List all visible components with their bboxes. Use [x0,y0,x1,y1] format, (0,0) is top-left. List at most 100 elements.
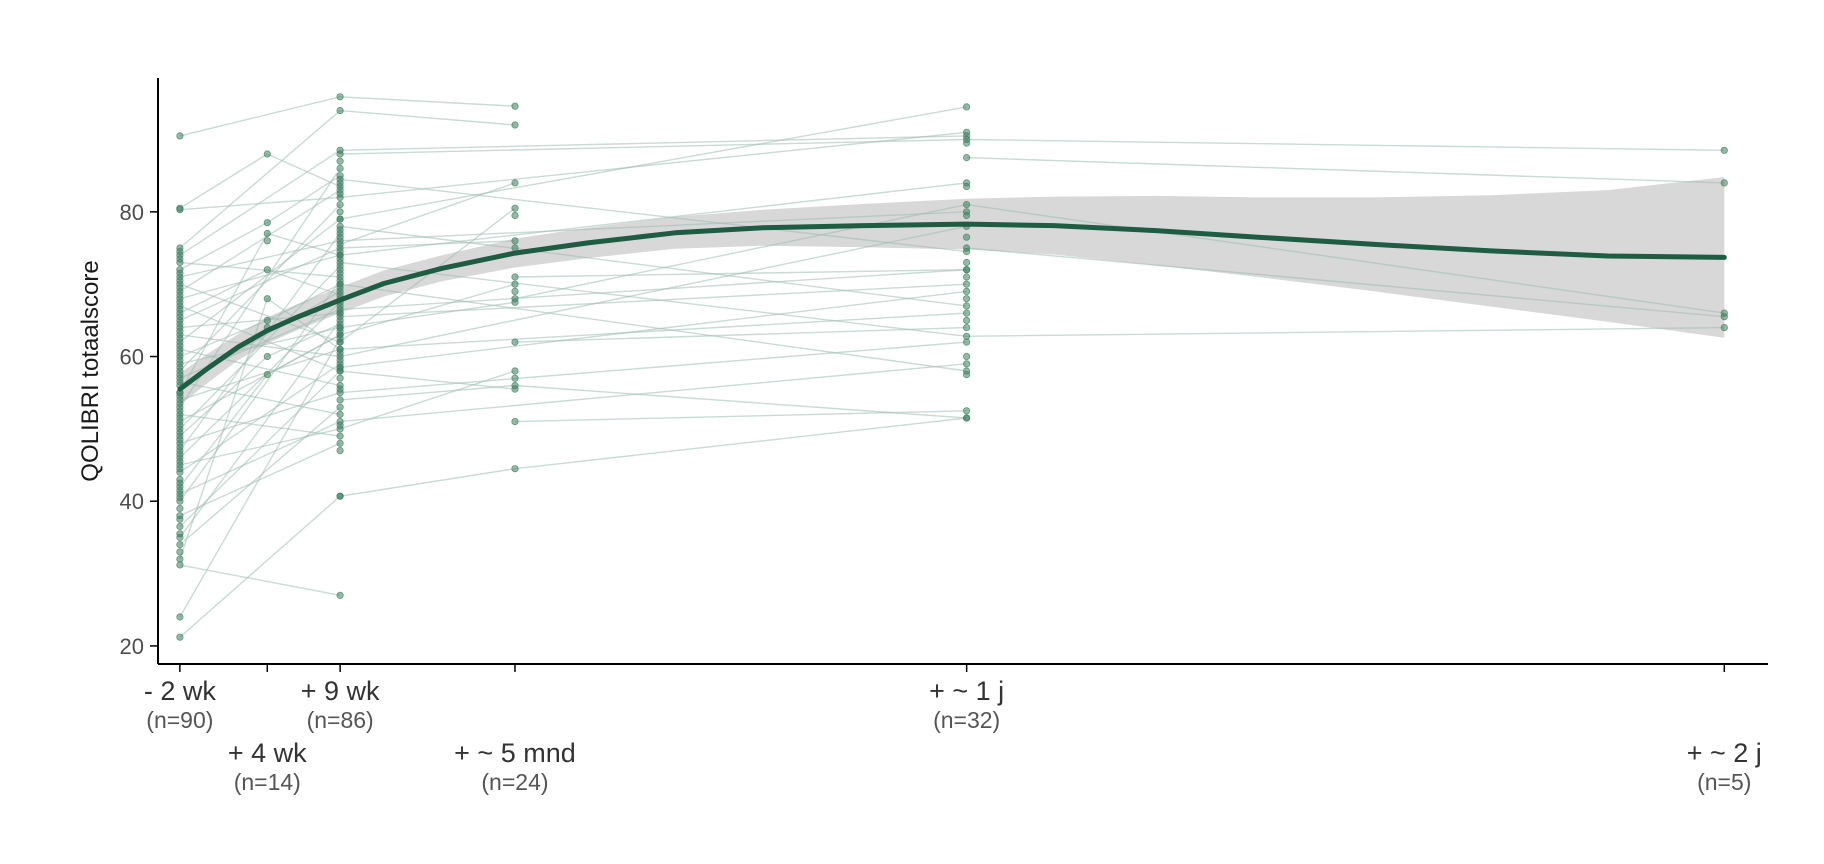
data-point [962,266,971,274]
data-point [336,255,344,263]
x-tick-label: + ~ 5 mnd [454,738,576,768]
data-point [176,450,184,458]
individual-line-53 [514,326,967,343]
data-point [336,363,344,371]
data-point [511,367,519,375]
individual-line-57 [339,106,967,220]
data-point [176,342,184,350]
data-point [962,316,971,324]
data-point [511,465,519,473]
individual-line-34 [179,301,341,459]
data-point [336,439,344,447]
data-point [962,407,971,415]
individual-lines-layer [179,96,1725,638]
data-point [336,269,344,277]
x-tick-count: (n=86) [307,707,374,733]
data-point [336,374,344,382]
data-point [1720,313,1728,321]
data-point [176,479,184,487]
individual-line-40 [179,442,341,517]
x-tick-label: + 9 wk [301,676,380,706]
data-point [176,486,184,494]
data-point [336,327,344,335]
individual-line-47 [179,495,341,638]
data-point [962,182,971,191]
data-point [511,338,519,346]
data-point [176,248,184,256]
individual-line-43 [179,406,341,546]
individual-line-1 [179,96,516,137]
data-point [336,215,344,223]
x-tick-count: (n=24) [481,769,548,795]
individual-line-64 [966,247,1725,318]
data-point [962,332,971,340]
individual-line-60 [340,283,967,318]
data-point [176,269,184,277]
data-point [336,240,344,248]
individual-line-49 [339,417,967,497]
x-tick-count: (n=90) [146,707,213,733]
data-point [1720,179,1728,187]
data-point [176,407,184,415]
data-point [176,504,184,513]
data-point [176,349,184,357]
data-point [962,280,971,288]
data-point [336,208,344,216]
data-point [962,244,971,252]
data-point [176,522,184,531]
data-point [176,327,184,335]
data-point [176,334,184,342]
data-point [511,121,519,129]
data-point [263,370,271,379]
individual-line-23 [179,381,341,416]
x-tick-count: (n=32) [933,707,1000,733]
data-point [962,302,971,310]
data-point [176,561,184,569]
data-point [263,219,271,227]
data-point [962,103,971,111]
data-points-layer [176,93,1728,641]
individual-line-56 [966,156,1725,184]
data-point [336,179,344,187]
confidence-band [179,177,1725,405]
data-point [962,258,971,267]
data-point [962,323,971,332]
data-point [336,93,344,101]
individual-line-61 [514,269,967,278]
data-point [962,295,971,303]
data-point [511,179,519,187]
data-point [176,399,184,408]
individual-line-45 [179,564,341,596]
y-tick-label: 40 [120,489,144,514]
data-point [263,316,271,324]
data-point [176,428,184,437]
individual-line-63 [340,225,967,307]
data-point [336,492,344,500]
individual-line-6 [179,261,341,278]
data-point [511,374,519,382]
data-point [336,446,344,455]
data-point [176,132,184,140]
data-point [336,385,344,393]
data-point [962,352,971,361]
data-point [962,287,971,295]
data-point [176,370,184,379]
data-point [176,613,184,621]
x-tick-count: (n=14) [234,769,301,795]
data-point [336,233,344,241]
individual-line-3 [179,131,967,211]
y-axis-title: QOLIBRI totaalscore [77,260,104,481]
data-point [336,410,344,418]
data-point [176,313,184,321]
data-point [263,266,271,274]
x-tick-label: + ~ 1 j [929,676,1004,706]
data-point [511,381,519,390]
data-point [336,338,344,346]
individual-line-54 [340,138,1725,155]
data-point [511,244,519,252]
data-point [176,515,184,523]
data-point [336,226,344,234]
individual-line-2 [179,153,341,209]
individual-line-42 [179,319,341,538]
